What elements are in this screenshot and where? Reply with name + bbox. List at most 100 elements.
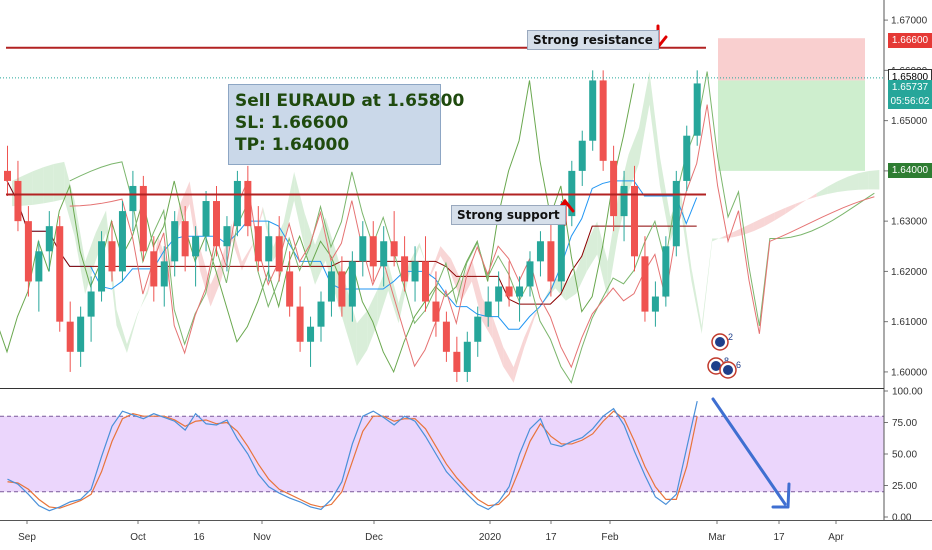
candle-body [672,180,680,247]
event-marker-count: 2 [728,332,733,342]
cloud-segment [137,288,148,316]
stoch-k-line [7,400,698,512]
candle-body [536,241,544,262]
time-tick-label: 16 [193,532,205,543]
candle-body [213,201,220,247]
candle-body [4,170,11,181]
price-tick-label: 1.60000 [891,367,928,378]
cloud-segment [597,221,608,298]
trade-note-entry: Sell EURAUD at 1.65800 [235,91,465,111]
candle-body [557,216,565,282]
cloud-segment [64,161,75,237]
candle-body [442,321,450,352]
cloud-segment [848,173,859,191]
event-marker-flag [723,365,733,375]
cloud-segment [367,288,378,350]
candle-body [547,241,555,282]
take-profit-zone [718,80,865,171]
time-tick-label: Sep [18,532,36,543]
candle-body [568,170,576,217]
cloud-segment [712,236,723,242]
candle-body [693,83,701,136]
cloud-segment [774,207,786,221]
stoch-d-line [7,410,698,509]
candle-body [474,316,482,342]
cloud-segment [607,197,619,298]
candle-body [35,251,43,282]
candle-body [118,211,126,272]
stoch-tick-label: 25.00 [892,481,917,492]
candle-body [411,261,419,282]
candle-body [338,271,346,307]
cloud-segment [126,313,138,353]
cloud-segment [785,203,796,214]
event-markers: 2 8 6 [707,332,741,379]
candle-body [296,306,304,342]
cloud-segment [680,191,692,281]
cloud-segment [691,266,702,334]
candle-body [244,180,252,227]
candle-body [432,301,440,322]
cloud-segment [795,199,807,208]
event-marker-count: 8 [724,356,729,366]
candle-body [484,301,492,317]
candle-body [589,80,597,141]
candle-body [683,135,691,181]
candle-body [129,185,137,212]
candle-body [160,261,168,287]
candle-body [359,236,367,262]
cloud-segment [471,259,483,322]
cloud-segment [116,309,127,353]
candle-body [495,286,503,302]
cloud-segment [53,161,65,202]
cloud-segment [586,221,598,272]
candle-body [505,286,513,297]
candle-body [286,271,294,307]
candle-body [233,180,241,227]
candle-body [369,236,377,267]
candle-body [139,185,147,252]
candle-body [87,291,95,317]
span-b-line [69,104,875,369]
cloud-segment [816,186,828,197]
candle-body [77,316,85,352]
cloud-segment [388,263,399,324]
time-tick-label: 17 [545,532,557,543]
cloud-segment [764,212,775,227]
candlestick-series [4,70,701,382]
time-tick-label: Dec [365,532,383,543]
candle-body [265,236,273,262]
resistance-label: Strong resistance [527,30,659,50]
forecast-arrow-shaft [711,397,787,506]
cloud-segment [628,127,639,192]
cloud-segment [649,71,660,186]
candle-body [254,226,262,262]
cloud-segment [231,223,242,271]
cloud-segment [555,278,566,301]
stop-loss-zone [718,38,865,81]
candle-body [348,261,356,307]
candle-body [516,286,524,297]
cloud-segment [639,71,650,164]
cloud-segment [32,167,44,205]
candle-body [380,241,388,267]
stoch-tick-label: 0.00 [892,513,912,524]
cloud-segment [753,217,765,232]
event-marker-flag [711,361,721,371]
candle-body [223,226,231,247]
price-tick-label: 1.63000 [891,217,928,228]
time-tick-label: Apr [828,532,844,543]
price-tick-label: 1.61000 [891,317,928,328]
stoch-tick-label: 75.00 [892,418,917,429]
cloud-segment [179,181,190,227]
cloud-segment [315,217,326,285]
candle-body [651,296,659,312]
cloud-segment [524,314,535,349]
cloud-segment [200,247,211,307]
cloud-segment [858,170,869,190]
candle-body [463,341,471,372]
cloud-segment [450,258,462,301]
candle-body [45,226,53,252]
cloud-segment [43,164,54,204]
trade-note-tp: TP: 1.64000 [235,135,350,155]
